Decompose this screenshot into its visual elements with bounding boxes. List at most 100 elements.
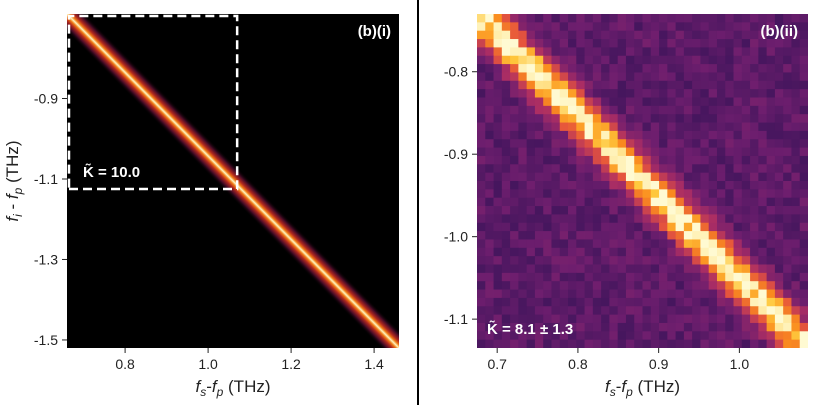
heatmap-cell bbox=[650, 47, 660, 57]
heatmap-cell bbox=[526, 239, 536, 249]
heatmap-cell bbox=[650, 314, 660, 324]
heatmap-cell bbox=[584, 55, 594, 65]
heatmap-cell bbox=[799, 64, 808, 73]
heatmap-cell bbox=[733, 80, 743, 90]
heatmap-cell bbox=[559, 55, 569, 65]
heatmap-cell bbox=[485, 72, 494, 82]
heatmap-cell bbox=[700, 47, 710, 57]
heatmap-cell bbox=[700, 214, 710, 224]
heatmap-cell bbox=[477, 139, 486, 148]
heatmap-cell bbox=[642, 139, 652, 148]
heatmap-cell bbox=[683, 306, 693, 315]
heatmap-cell bbox=[741, 247, 751, 257]
heatmap-cell bbox=[667, 55, 677, 65]
heatmap-cell bbox=[716, 155, 726, 165]
heatmap-cell bbox=[510, 64, 519, 73]
heatmap-cell bbox=[501, 47, 511, 57]
heatmap-cell bbox=[700, 189, 710, 199]
heatmap-cell bbox=[650, 130, 660, 140]
heatmap-cell bbox=[700, 181, 710, 190]
heatmap-cell bbox=[758, 297, 768, 307]
heatmap-cell bbox=[625, 314, 635, 324]
heatmap-cell bbox=[625, 322, 635, 332]
heatmap-cell bbox=[543, 130, 552, 140]
heatmap-cell bbox=[534, 147, 544, 157]
heatmap-cell bbox=[750, 80, 759, 90]
heatmap-cell bbox=[543, 231, 552, 240]
heatmap-cell bbox=[725, 130, 734, 140]
heatmap-cell bbox=[634, 55, 643, 65]
heatmap-cell bbox=[725, 222, 734, 232]
heatmap-cell bbox=[750, 264, 759, 274]
heatmap-cell bbox=[667, 89, 677, 98]
heatmap-cell bbox=[617, 55, 627, 65]
heatmap-cell bbox=[634, 130, 643, 140]
heatmap-cell bbox=[708, 306, 718, 315]
heatmap-cell bbox=[650, 181, 660, 190]
heatmap-cell bbox=[617, 322, 627, 332]
heatmap-cell bbox=[683, 189, 693, 199]
heatmap-cell bbox=[526, 72, 536, 82]
heatmap-cell bbox=[543, 281, 552, 290]
heatmap-cell bbox=[551, 139, 561, 148]
heatmap-cell bbox=[625, 89, 635, 98]
heatmap-cell bbox=[551, 22, 561, 32]
heatmap-cell bbox=[477, 214, 486, 224]
heatmap-cell bbox=[477, 39, 486, 48]
heatmap-cell bbox=[791, 139, 801, 148]
heatmap-cell bbox=[634, 147, 643, 157]
heatmap-cell bbox=[609, 14, 619, 23]
heatmap-cell bbox=[592, 231, 602, 240]
heatmap-cell bbox=[683, 130, 693, 140]
heatmap-cell bbox=[543, 155, 552, 165]
heatmap-cell bbox=[584, 272, 594, 282]
heatmap-cell bbox=[501, 214, 511, 224]
heatmap-cell bbox=[501, 206, 511, 215]
heatmap-cell bbox=[758, 206, 768, 215]
heatmap-cell bbox=[518, 22, 528, 32]
heatmap-cell bbox=[650, 155, 660, 165]
heatmap-cell bbox=[650, 64, 660, 73]
heatmap-cell bbox=[675, 30, 685, 40]
heatmap-cell bbox=[477, 172, 486, 182]
heatmap-cell bbox=[774, 222, 784, 232]
heatmap-cell bbox=[683, 247, 693, 257]
heatmap-cell bbox=[584, 181, 594, 190]
heatmap-cell bbox=[477, 239, 486, 249]
heatmap-cell bbox=[733, 97, 743, 107]
heatmap-cell bbox=[534, 130, 544, 140]
heatmap-cell bbox=[493, 164, 503, 174]
heatmap-cell bbox=[758, 114, 768, 123]
heatmap-cell bbox=[692, 22, 701, 32]
heatmap-cell bbox=[584, 22, 594, 32]
heatmap-cell bbox=[485, 247, 494, 257]
heatmap-cell bbox=[725, 314, 734, 324]
heatmap-cell bbox=[683, 339, 693, 348]
heatmap-cell bbox=[493, 331, 503, 341]
heatmap-cell bbox=[650, 22, 660, 32]
heatmap-cell bbox=[501, 181, 511, 190]
heatmap-cell bbox=[741, 164, 751, 174]
heatmap-cell bbox=[609, 64, 619, 73]
heatmap-cell bbox=[700, 264, 710, 274]
heatmap-cell bbox=[650, 139, 660, 148]
heatmap-cell bbox=[650, 164, 660, 174]
heatmap-cell bbox=[625, 14, 635, 23]
heatmap-cell bbox=[592, 139, 602, 148]
heatmap-cell bbox=[584, 264, 594, 274]
heatmap-cell bbox=[609, 164, 619, 174]
heatmap-cell bbox=[758, 155, 768, 165]
heatmap-cell bbox=[576, 139, 585, 148]
heatmap-cell bbox=[758, 22, 768, 32]
x-tick-label: 0.7 bbox=[487, 356, 507, 372]
heatmap-cell bbox=[634, 339, 643, 348]
heatmap-cell bbox=[799, 264, 808, 274]
heatmap-cell bbox=[774, 231, 784, 240]
heatmap-cell bbox=[526, 331, 536, 341]
heatmap-cell bbox=[708, 130, 718, 140]
heatmap-cell bbox=[733, 47, 743, 57]
heatmap-cell bbox=[774, 197, 784, 207]
heatmap-cell bbox=[799, 97, 808, 107]
heatmap-cell bbox=[601, 214, 610, 224]
heatmap-cell bbox=[518, 164, 528, 174]
